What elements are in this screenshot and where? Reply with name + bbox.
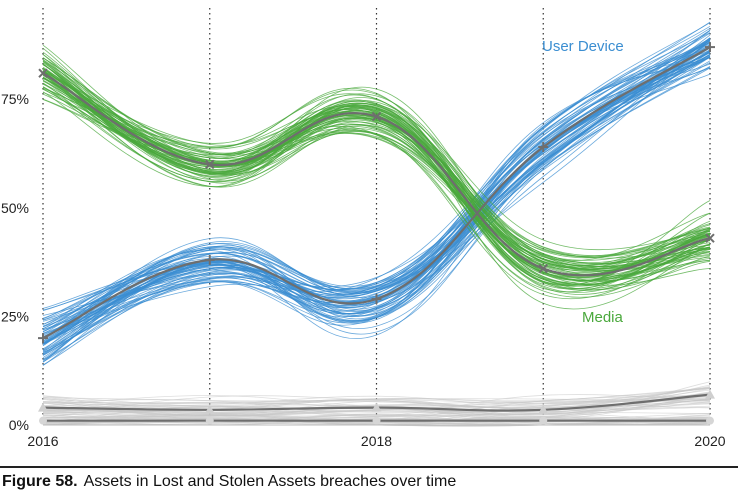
median-point-user-device-2020: [705, 42, 715, 53]
sample-line-user-device: [42, 54, 711, 345]
sample-line-media: [42, 80, 711, 283]
sample-line-media: [42, 59, 711, 261]
chart-svg: 0% 25% 50% 75% 2016 2018 2020 User Device Medi…: [1, 8, 726, 449]
median-point-other-b-2017: [205, 416, 214, 425]
y-tick-label: 75%: [1, 91, 29, 107]
sample-line-media: [42, 64, 711, 279]
sample-line-media: [42, 64, 711, 267]
median-point-media-2016: [38, 68, 48, 78]
series-label-media: Media: [582, 309, 624, 326]
sample-line-user-device: [42, 56, 711, 333]
sample-line-media: [42, 57, 711, 285]
sample-line-user-device: [42, 34, 711, 345]
figure-number: Figure 58.: [2, 473, 78, 490]
marker-stroke: [538, 263, 548, 274]
y-tick-label: 0%: [9, 417, 29, 433]
marker-stroke: [205, 159, 215, 170]
median-point-other-b-2018: [372, 416, 381, 425]
sample-line-other-b: [42, 414, 711, 426]
y-tick-label: 25%: [1, 308, 29, 324]
sample-line-media: [42, 62, 711, 258]
figure-caption-text: Assets in Lost and Stolen Assets breache…: [83, 473, 457, 490]
marker-stroke: [371, 111, 382, 122]
median-point-other-b-2020: [706, 416, 714, 425]
median-point-other-a-2016: [38, 402, 48, 412]
sample-line-media: [42, 71, 711, 275]
marker-stroke: [38, 68, 48, 78]
median-point-other-b-2016: [39, 416, 47, 425]
sample-line-media: [42, 82, 711, 256]
median-point-media-2017: [205, 159, 215, 170]
sample-line-media: [42, 87, 711, 300]
median-point-media-2018: [371, 111, 382, 122]
median-point-other-a-2018: [371, 402, 382, 412]
caption-divider: [0, 466, 738, 468]
sample-line-media: [42, 72, 711, 286]
sample-line-user-device: [42, 39, 711, 332]
median-point-user-device-2019: [538, 142, 549, 152]
sample-line-user-device: [42, 56, 711, 350]
y-tick-label: 50%: [1, 200, 29, 216]
median-point-user-device-2017: [204, 254, 215, 265]
x-tick-label: 2016: [27, 433, 58, 449]
x-tick-label: 2018: [361, 433, 392, 449]
sample-line-user-device: [42, 27, 711, 356]
sample-line-user-device: [42, 67, 711, 344]
axes: 0% 25% 50% 75% 2016 2018 2020: [1, 91, 726, 449]
median-point-user-device-2018: [371, 294, 382, 305]
marker-stroke: [705, 233, 715, 243]
grid-lines: [42, 8, 711, 425]
median-markers: [38, 42, 715, 425]
median-point-other-a-2020: [705, 389, 715, 399]
median-point-other-a-2019: [538, 404, 549, 414]
sample-line-media: [42, 72, 711, 271]
sample-line-user-device: [42, 60, 711, 363]
sample-line-user-device: [42, 63, 711, 315]
x-tick-label: 2020: [694, 433, 725, 449]
figure-caption: Figure 58. Assets in Lost and Stolen Asse…: [2, 473, 456, 491]
sample-line-media: [42, 71, 711, 270]
sample-line-user-device: [42, 37, 711, 335]
sample-line-other-a: [42, 389, 711, 409]
median-point-other-b-2019: [539, 416, 548, 425]
median-point-media-2019: [538, 263, 548, 274]
sample-line-user-device: [42, 39, 711, 366]
sample-line-media: [42, 88, 711, 282]
sample-line-user-device: [42, 56, 711, 363]
sample-line-user-device: [42, 21, 711, 335]
median-point-user-device-2016: [38, 333, 48, 344]
sample-line-media: [42, 61, 711, 251]
median-point-media-2020: [705, 233, 715, 243]
sample-line-media: [42, 57, 711, 283]
series-label-user-device: User Device: [542, 38, 624, 55]
median-point-other-a-2017: [204, 404, 215, 414]
